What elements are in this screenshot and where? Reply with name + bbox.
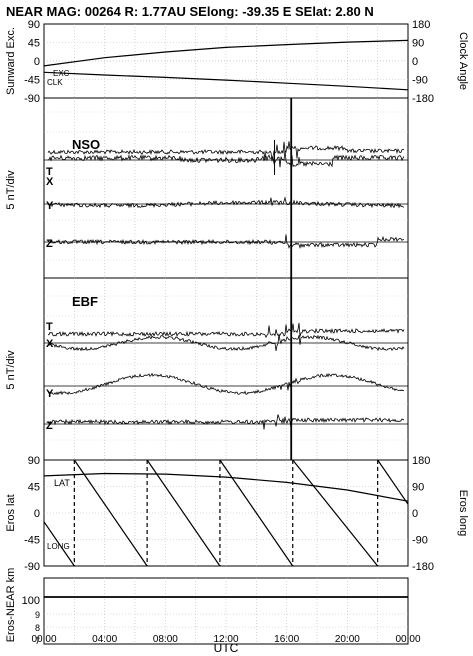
p1-right-tick-1: 90 xyxy=(412,38,424,50)
ebf-x-trace xyxy=(47,333,405,352)
long-segment-2 xyxy=(146,459,221,567)
panel-ebf-lines xyxy=(44,278,408,460)
nso-ylabel: 5 nT/div xyxy=(5,170,17,210)
nso-y-label: Y xyxy=(46,200,54,212)
ebf-t-trace xyxy=(48,322,405,339)
x-tick-label-0: 00:00 xyxy=(31,634,56,645)
p1-left-tick-1: 45 xyxy=(28,38,40,50)
p4-left-tick-1: 45 xyxy=(28,482,40,494)
ebf-ylabel: 5 nT/div xyxy=(5,350,17,390)
sunward-exc-ylabel: Sunward Exc. xyxy=(5,27,17,95)
long-segment-1 xyxy=(73,459,148,567)
eros-long-ylabel: Eros long xyxy=(457,490,469,536)
x-axis-ticks: 00:00 04:00 08:00 12:00 16:00 20:00 00:00 xyxy=(31,634,420,645)
p4-left-tick-3: -45 xyxy=(24,535,40,547)
p5-tick-2: 8 xyxy=(35,623,40,633)
lat-label: LAT xyxy=(54,478,70,488)
p1-left-tick-3: -45 xyxy=(24,75,40,87)
panel-range-grid xyxy=(44,578,408,644)
p1-right-tick-0: 180 xyxy=(412,19,430,31)
x-tick-label-4: 16:00 xyxy=(274,634,299,645)
nso-y-trace xyxy=(47,196,405,209)
p4-right-tick-0: 180 xyxy=(412,455,430,467)
nso-title: NSO xyxy=(72,137,100,152)
nso-z-trace xyxy=(47,234,404,249)
panel-eros-left-ticks: 90 45 0 -45 -90 xyxy=(24,455,40,573)
ebf-z-trace xyxy=(47,414,405,430)
x-tick-label-3: 12:00 xyxy=(213,634,238,645)
x-tick-label-6: 00:00 xyxy=(395,634,420,645)
nso-x-label: X xyxy=(46,176,54,188)
eros-lat-ylabel: Eros lat xyxy=(5,494,17,531)
header-text: NEAR MAG: 00264 R: 1.77AU SElong: -39.35… xyxy=(6,4,374,19)
p1-right-tick-2: 0 xyxy=(412,56,418,68)
nso-x-trace xyxy=(47,149,405,168)
x-axis-label: UTC xyxy=(214,641,239,655)
p4-right-tick-2: 0 xyxy=(412,508,418,520)
nso-z-label: Z xyxy=(46,238,53,250)
long-label: LONG xyxy=(47,542,70,551)
long-segment-5 xyxy=(377,459,409,505)
p4-right-tick-4: -180 xyxy=(412,561,434,573)
panel-ebf-grid xyxy=(44,278,408,460)
panel-eros-grid xyxy=(44,460,408,566)
series-lat-line xyxy=(43,472,409,502)
p4-left-tick-2: 0 xyxy=(34,508,40,520)
ebf-y-label: Y xyxy=(46,388,54,400)
panel-nso-lines xyxy=(44,98,408,278)
p5-tick-1: 9 xyxy=(35,610,40,620)
ebf-title: EBF xyxy=(72,294,98,309)
ebf-z-label: Z xyxy=(46,420,53,432)
ebf-x-label: X xyxy=(46,338,54,350)
long-segment-0 xyxy=(43,521,75,567)
panel-eros-lines xyxy=(43,459,409,567)
clock-angle-ylabel: Clock Angle xyxy=(457,32,469,90)
p1-right-tick-4: -180 xyxy=(412,93,434,105)
long-segment-3 xyxy=(219,459,294,567)
panel-eros-right-ticks: 180 90 0 -90 -180 xyxy=(412,455,434,573)
series-exc-line xyxy=(43,39,409,67)
long-segment-4 xyxy=(292,459,379,567)
ebf-t-label: T xyxy=(46,321,53,333)
panel-range-ticks: 100 9 8 7 xyxy=(22,595,40,646)
panel-exc-clock-right-ticks: 180 90 0 -90 -180 xyxy=(412,19,434,105)
p4-right-tick-3: -90 xyxy=(412,535,428,547)
p5-tick-3: 7 xyxy=(35,636,40,646)
panel-nso-grid xyxy=(44,98,408,278)
x-tick-label-5: 20:00 xyxy=(335,634,360,645)
ebf-y-trace xyxy=(47,372,405,396)
exc-label: EXC xyxy=(53,69,70,78)
p1-left-tick-4: -90 xyxy=(24,93,40,105)
nso-t-trace xyxy=(47,141,405,162)
x-tick-label-1: 04:00 xyxy=(92,634,117,645)
series-clk-line xyxy=(43,71,409,91)
panel-exc-clock-lines xyxy=(43,39,409,91)
p4-left-tick-0: 90 xyxy=(28,455,40,467)
p1-right-tick-3: -90 xyxy=(412,75,428,87)
p1-left-tick-0: 90 xyxy=(28,19,40,31)
range-ylabel: Eros-NEAR km xyxy=(5,568,17,643)
nso-t-label: T xyxy=(46,166,53,178)
clk-label: CLK xyxy=(47,78,63,87)
x-tick-label-2: 08:00 xyxy=(153,634,178,645)
panel-exc-clock-left-ticks: 90 45 0 -45 -90 xyxy=(24,19,40,105)
p4-left-tick-4: -90 xyxy=(24,561,40,573)
p4-right-tick-1: 90 xyxy=(412,482,424,494)
p1-left-tick-2: 0 xyxy=(34,56,40,68)
p5-tick-0: 100 xyxy=(22,595,40,607)
